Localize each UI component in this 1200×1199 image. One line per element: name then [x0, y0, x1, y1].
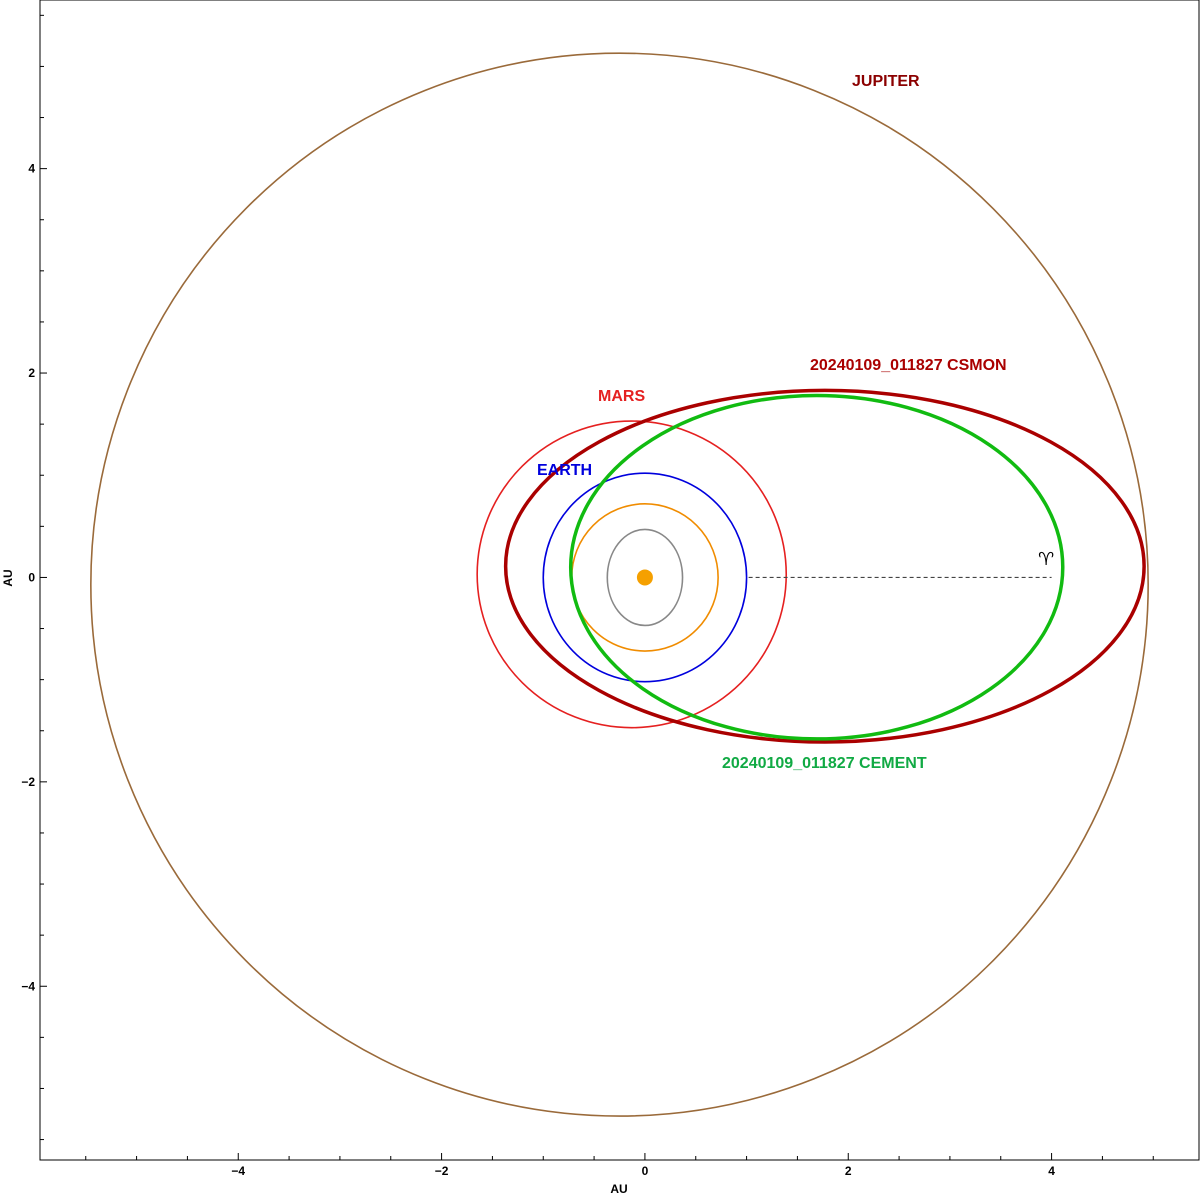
jupiter-label: JUPITER — [852, 73, 920, 90]
mercury-orbit — [606, 528, 684, 627]
y-tick-label: 4 — [28, 162, 35, 176]
cement-orbit-label: 20240109_011827 CEMENT — [722, 755, 927, 772]
axis-ticks: −4 −2 0 2 4 −4 −2 0 2 4 — [21, 14, 1154, 1178]
plot-frame — [39, 0, 1200, 1161]
vernal-equinox-symbol: ♈ — [1038, 549, 1054, 570]
y-tick-label: −4 — [21, 979, 35, 993]
x-tick-label: 0 — [642, 1164, 649, 1178]
earth-label: EARTH — [537, 462, 592, 479]
y-axis-label: AU — [1, 569, 15, 586]
y-tick-label: −2 — [21, 775, 35, 789]
x-tick-label: −4 — [231, 1164, 245, 1178]
y-tick-label: 0 — [28, 570, 35, 584]
csmon-orbit — [503, 388, 1146, 744]
x-axis-label: AU — [610, 1182, 627, 1196]
csmon-orbit-label: 20240109_011827 CSMON — [810, 357, 1007, 374]
object-orbits — [503, 388, 1146, 744]
markers — [636, 569, 1052, 586]
y-tick-label: 2 — [28, 366, 35, 380]
earth-orbit — [542, 472, 748, 683]
sun-marker — [636, 569, 653, 586]
mars-orbit — [476, 420, 788, 729]
x-tick-label: −2 — [435, 1164, 449, 1178]
cement-orbit — [568, 393, 1065, 741]
x-tick-label: 2 — [845, 1164, 852, 1178]
jupiter-orbit — [90, 52, 1149, 1117]
orbits — [90, 52, 1149, 1117]
mars-label: MARS — [598, 388, 645, 405]
x-tick-label: 4 — [1048, 1164, 1055, 1178]
